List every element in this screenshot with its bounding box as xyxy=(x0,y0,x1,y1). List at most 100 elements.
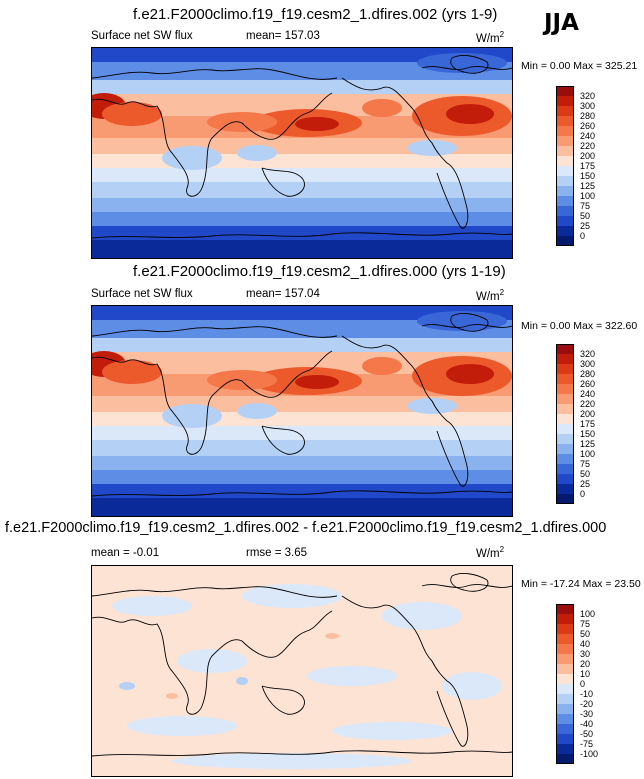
colorbar-level-label: 0 xyxy=(580,679,586,689)
colorbar-swatch xyxy=(556,106,574,116)
colorbar-level-label: -75 xyxy=(580,739,594,749)
colorbar-level-label: 30 xyxy=(580,649,591,659)
colorbar-level-label: -20 xyxy=(580,699,594,709)
colorbar-swatch xyxy=(556,344,574,354)
colorbar-swatch xyxy=(556,664,574,674)
panel-2-map-field xyxy=(92,306,512,516)
colorbar-swatch xyxy=(556,614,574,624)
panel-1-map xyxy=(91,47,513,259)
colorbar-level-label: 175 xyxy=(580,419,596,429)
colorbar-level-label: -100 xyxy=(580,749,599,759)
panel-2-field-label: Surface net SW flux xyxy=(91,288,193,300)
colorbar-level-label: 320 xyxy=(580,91,596,101)
panel-1-map-field xyxy=(92,48,512,258)
colorbar-swatch xyxy=(556,674,574,684)
colorbar-swatch xyxy=(556,226,574,236)
colorbar-swatch xyxy=(556,414,574,424)
panel-2-map xyxy=(91,305,513,517)
panel-3-mean: mean = -0.01 xyxy=(91,547,160,559)
colorbar-level-label: 200 xyxy=(580,151,596,161)
colorbar-level-label: 75 xyxy=(580,619,591,629)
panel-3-minmax: Min = -17.24 Max = 23.50 xyxy=(521,578,641,590)
colorbar-level-label: 0 xyxy=(580,231,586,241)
panel-2-mean: mean= 157.04 xyxy=(246,288,320,300)
colorbar-level-label: -40 xyxy=(580,719,594,729)
panel-3-units: W/m2 xyxy=(476,545,505,560)
colorbar-swatch xyxy=(556,484,574,494)
colorbar-level-label: 320 xyxy=(580,349,596,359)
colorbar-swatch xyxy=(556,624,574,634)
colorbar-swatch xyxy=(556,206,574,216)
colorbar-swatch xyxy=(556,744,574,754)
colorbar-level-label: 40 xyxy=(580,639,591,649)
panel-1-mean: mean= 157.03 xyxy=(246,30,320,42)
colorbar-swatch xyxy=(556,704,574,714)
colorbar-swatch xyxy=(556,464,574,474)
panel-2-minmax: Min = 0.00 Max = 322.60 xyxy=(521,320,638,332)
panel-1-minmax: Min = 0.00 Max = 325.21 xyxy=(521,60,638,72)
colorbar-level-label: 200 xyxy=(580,409,596,419)
colorbar-level-label: 260 xyxy=(580,121,596,131)
colorbar-swatch xyxy=(556,654,574,664)
colorbar-swatch xyxy=(556,374,574,384)
colorbar-level-label: 260 xyxy=(580,379,596,389)
colorbar-swatch xyxy=(556,754,574,764)
colorbar-level-label: 150 xyxy=(580,429,596,439)
colorbar-swatch xyxy=(556,404,574,414)
colorbar-level-label: -50 xyxy=(580,729,594,739)
colorbar-level-label: 125 xyxy=(580,439,596,449)
colorbar-level-label: 300 xyxy=(580,359,596,369)
colorbar-level-label: 25 xyxy=(580,479,591,489)
colorbar-level-label: 300 xyxy=(580,101,596,111)
colorbar-swatch xyxy=(556,86,574,96)
season-label: JJA xyxy=(544,10,579,36)
colorbar-swatch xyxy=(556,236,574,246)
colorbar-swatch xyxy=(556,434,574,444)
colorbar-swatch xyxy=(556,176,574,186)
colorbar-level-label: 280 xyxy=(580,369,596,379)
panel-3-rmse: rmse = 3.65 xyxy=(246,547,308,559)
colorbar-swatch xyxy=(556,384,574,394)
panel-3-map-field xyxy=(92,566,512,776)
colorbar-level-label: 220 xyxy=(580,141,596,151)
colorbar-swatch xyxy=(556,126,574,136)
colorbar-swatch xyxy=(556,136,574,146)
colorbar-level-label: 20 xyxy=(580,659,591,669)
colorbar-level-label: 175 xyxy=(580,161,596,171)
colorbar-level-label: 240 xyxy=(580,389,596,399)
colorbar-level-label: -30 xyxy=(580,709,594,719)
colorbar-swatch xyxy=(556,186,574,196)
colorbar-level-label: 220 xyxy=(580,399,596,409)
panel-3-title: f.e21.F2000climo.f19_f19.cesm2_1.dfires.… xyxy=(5,520,607,536)
colorbar-swatch xyxy=(556,634,574,644)
colorbar-swatch xyxy=(556,444,574,454)
panel-1-title: f.e21.F2000climo.f19_f19.cesm2_1.dfires.… xyxy=(133,6,498,23)
colorbar-swatch xyxy=(556,724,574,734)
colorbar-level-label: 280 xyxy=(580,111,596,121)
colorbar-swatch xyxy=(556,494,574,504)
panel-3-map xyxy=(91,565,513,777)
colorbar-level-label: 50 xyxy=(580,469,591,479)
colorbar-level-label: 25 xyxy=(580,221,591,231)
colorbar-swatch xyxy=(556,394,574,404)
panel-2-units: W/m2 xyxy=(476,288,505,303)
colorbar-swatch xyxy=(556,454,574,464)
colorbar-level-label: 150 xyxy=(580,171,596,181)
colorbar-level-label: 100 xyxy=(580,191,596,201)
colorbar-level-label: 75 xyxy=(580,201,591,211)
colorbar-level-label: 50 xyxy=(580,629,591,639)
colorbar-swatch xyxy=(556,96,574,106)
panel-1-units: W/m2 xyxy=(476,30,505,45)
colorbar-swatch xyxy=(556,714,574,724)
colorbar-swatch xyxy=(556,146,574,156)
colorbar-swatch xyxy=(556,196,574,206)
colorbar-level-label: -10 xyxy=(580,689,594,699)
colorbar-swatch xyxy=(556,694,574,704)
colorbar-swatch xyxy=(556,166,574,176)
colorbar-swatch xyxy=(556,156,574,166)
colorbar-level-label: 50 xyxy=(580,211,591,221)
colorbar-swatch xyxy=(556,116,574,126)
colorbar-level-label: 100 xyxy=(580,449,596,459)
colorbar-swatch xyxy=(556,644,574,654)
colorbar-swatch xyxy=(556,364,574,374)
